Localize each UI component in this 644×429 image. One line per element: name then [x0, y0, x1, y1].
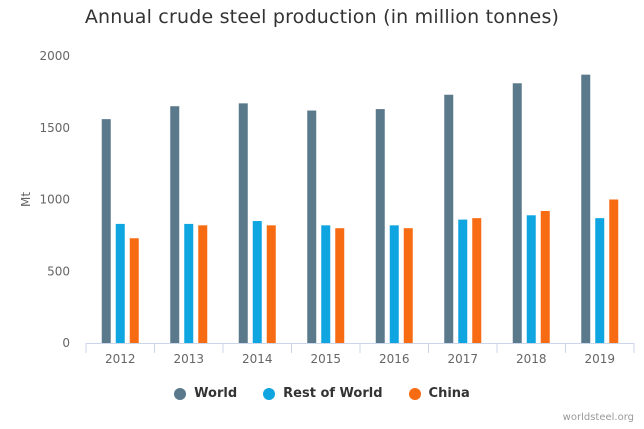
legend-marker-rest-of-world [263, 387, 276, 400]
bar-world-2015 [307, 110, 317, 343]
legend-marker-world [174, 387, 187, 400]
bar-china-2019 [609, 199, 619, 343]
bar-china-2015 [335, 228, 345, 343]
bar-rest-of-world-2016 [389, 225, 399, 343]
chart-legend: World Rest of World China [0, 386, 644, 401]
x-tick-label: 2016 [379, 352, 410, 366]
x-tick-label: 2014 [242, 352, 273, 366]
legend-item-china[interactable]: China [408, 386, 470, 401]
bar-world-2018 [512, 83, 522, 343]
x-tick-label: 2015 [310, 352, 341, 366]
legend-label-world: World [194, 386, 238, 401]
bar-world-2019 [581, 74, 591, 343]
legend-item-world[interactable]: World [174, 386, 237, 401]
bar-china-2018 [540, 210, 550, 343]
source-credit[interactable]: worldsteel.org [562, 412, 634, 423]
legend-item-rest-of-world[interactable]: Rest of World [263, 386, 383, 401]
bar-rest-of-world-2019 [595, 218, 605, 343]
bar-world-2013 [170, 106, 180, 343]
bar-china-2014 [266, 225, 276, 343]
x-tick-label: 2019 [584, 352, 615, 366]
bar-china-2017 [472, 218, 482, 343]
legend-label-china: China [428, 386, 470, 401]
bar-rest-of-world-2015 [321, 225, 331, 343]
y-tick-label: 1500 [39, 121, 70, 135]
bar-world-2012 [101, 119, 111, 343]
bar-world-2016 [375, 109, 385, 343]
x-tick-label: 2017 [447, 352, 478, 366]
legend-label-rest-of-world: Rest of World [283, 386, 383, 401]
bar-china-2012 [129, 238, 139, 343]
y-tick-label: 0 [62, 336, 70, 350]
legend-marker-china [408, 387, 421, 400]
x-tick-label: 2013 [173, 352, 204, 366]
bar-world-2014 [238, 103, 248, 343]
bar-rest-of-world-2013 [184, 223, 194, 343]
bar-rest-of-world-2014 [252, 221, 262, 343]
bar-world-2017 [444, 94, 454, 344]
x-tick-label: 2012 [105, 352, 136, 366]
bar-rest-of-world-2012 [115, 223, 125, 343]
bar-rest-of-world-2017 [458, 219, 468, 343]
x-tick-label: 2018 [516, 352, 547, 366]
y-axis-title: Mt [19, 192, 33, 207]
chart-title: Annual crude steel production (in millio… [84, 6, 560, 28]
y-tick-label: 1000 [39, 193, 70, 207]
bar-rest-of-world-2018 [526, 215, 536, 343]
y-tick-label: 2000 [39, 49, 70, 63]
bar-china-2013 [198, 225, 208, 343]
bar-china-2016 [403, 228, 413, 343]
y-tick-label: 500 [47, 264, 70, 278]
